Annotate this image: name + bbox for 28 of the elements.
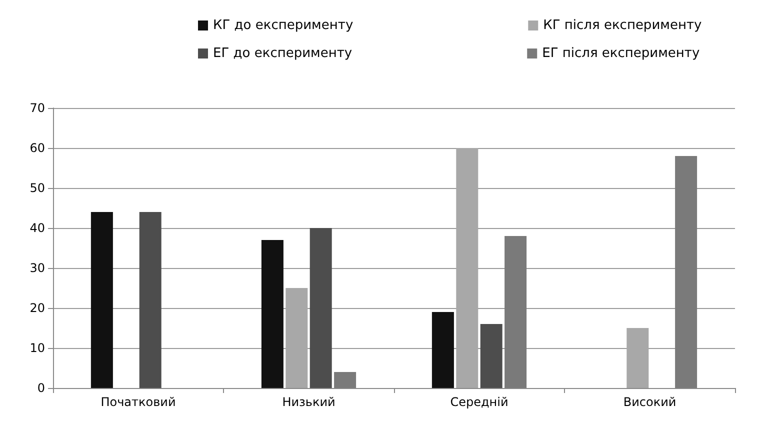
bar	[432, 312, 454, 388]
y-tick-label: 40	[30, 221, 45, 235]
y-tick-label: 20	[30, 301, 45, 315]
bar	[261, 240, 284, 388]
bar	[626, 328, 649, 388]
legend-label: ЕГ до експерименту	[213, 46, 352, 61]
bar	[504, 236, 527, 388]
legend-label: ЕГ після експерименту	[542, 46, 700, 61]
x-tick-label: Середній	[450, 395, 508, 409]
x-tick-label: Низький	[282, 395, 336, 409]
bar	[675, 156, 698, 388]
bar	[334, 372, 356, 388]
bar	[456, 148, 478, 388]
y-tick-label: 70	[30, 101, 45, 115]
legend-label: КГ після експерименту	[543, 18, 702, 33]
y-tick-label: 60	[30, 141, 45, 155]
legend-label: КГ до експерименту	[213, 18, 354, 33]
y-tick-label: 0	[37, 381, 45, 395]
y-tick-label: 30	[30, 261, 45, 275]
bar	[90, 212, 113, 388]
x-tick-label: Високий	[623, 395, 676, 409]
bar	[286, 288, 308, 388]
bar	[139, 212, 162, 388]
bar	[310, 228, 332, 388]
bar	[480, 324, 502, 388]
y-tick-label: 50	[30, 181, 45, 195]
y-tick-label: 10	[30, 341, 45, 355]
x-tick-label: Початковий	[100, 395, 176, 409]
